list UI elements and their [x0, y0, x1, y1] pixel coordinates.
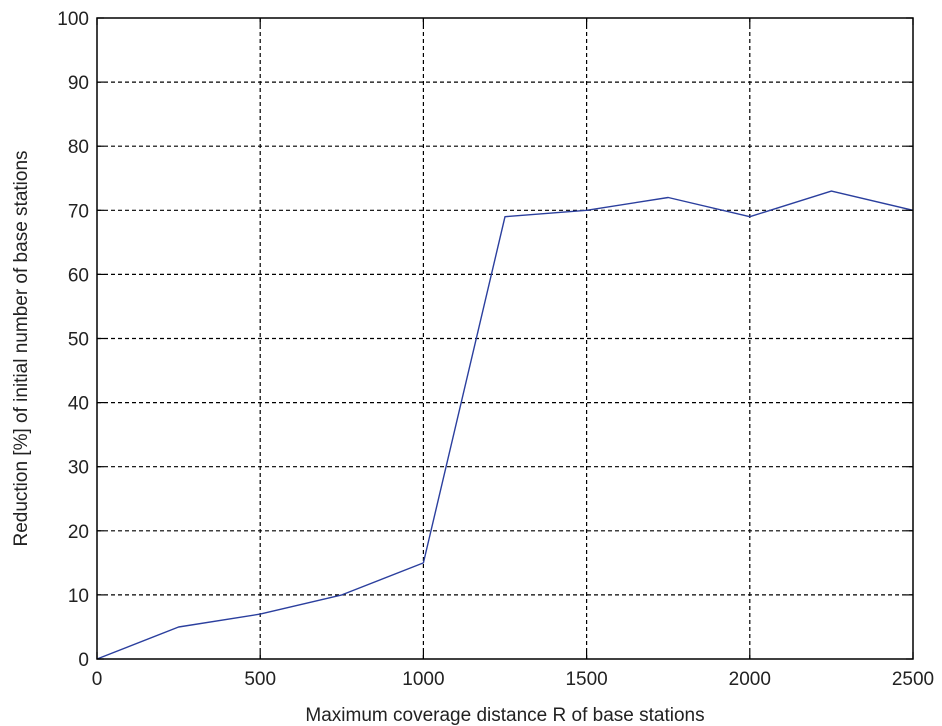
- y-tick-label: 60: [68, 265, 89, 286]
- y-axis-title: Reduction [%] of initial number of base …: [11, 150, 32, 546]
- x-axis-title: Maximum coverage distance R of base stat…: [305, 705, 704, 726]
- y-tick-label: 80: [68, 137, 89, 158]
- x-tick-label: 1500: [565, 669, 607, 690]
- y-tick-label: 50: [68, 330, 89, 351]
- x-tick-label: 2500: [892, 669, 934, 690]
- y-tick-label: 10: [68, 586, 89, 607]
- y-tick-label: 90: [68, 73, 89, 94]
- x-tick-label: 500: [244, 669, 276, 690]
- x-tick-label: 1000: [402, 669, 444, 690]
- tick-marks: [96, 17, 914, 660]
- x-tick-label: 2000: [729, 669, 771, 690]
- y-axis-tick-labels: 0 10 20 30 40 50 60 70 80 90 100: [57, 9, 89, 671]
- y-tick-label: 0: [78, 650, 89, 671]
- y-tick-label: 70: [68, 201, 89, 222]
- y-tick-label: 20: [68, 522, 89, 543]
- grid-lines: [97, 18, 913, 659]
- x-tick-label: 0: [92, 669, 103, 690]
- y-tick-label: 100: [57, 9, 89, 30]
- series-layer: [96, 190, 914, 660]
- series-line: [96, 190, 914, 660]
- y-tick-label: 40: [68, 394, 89, 415]
- y-tick-label: 30: [68, 458, 89, 479]
- x-axis-tick-labels: 0 500 1000 1500 2000 2500: [92, 669, 934, 690]
